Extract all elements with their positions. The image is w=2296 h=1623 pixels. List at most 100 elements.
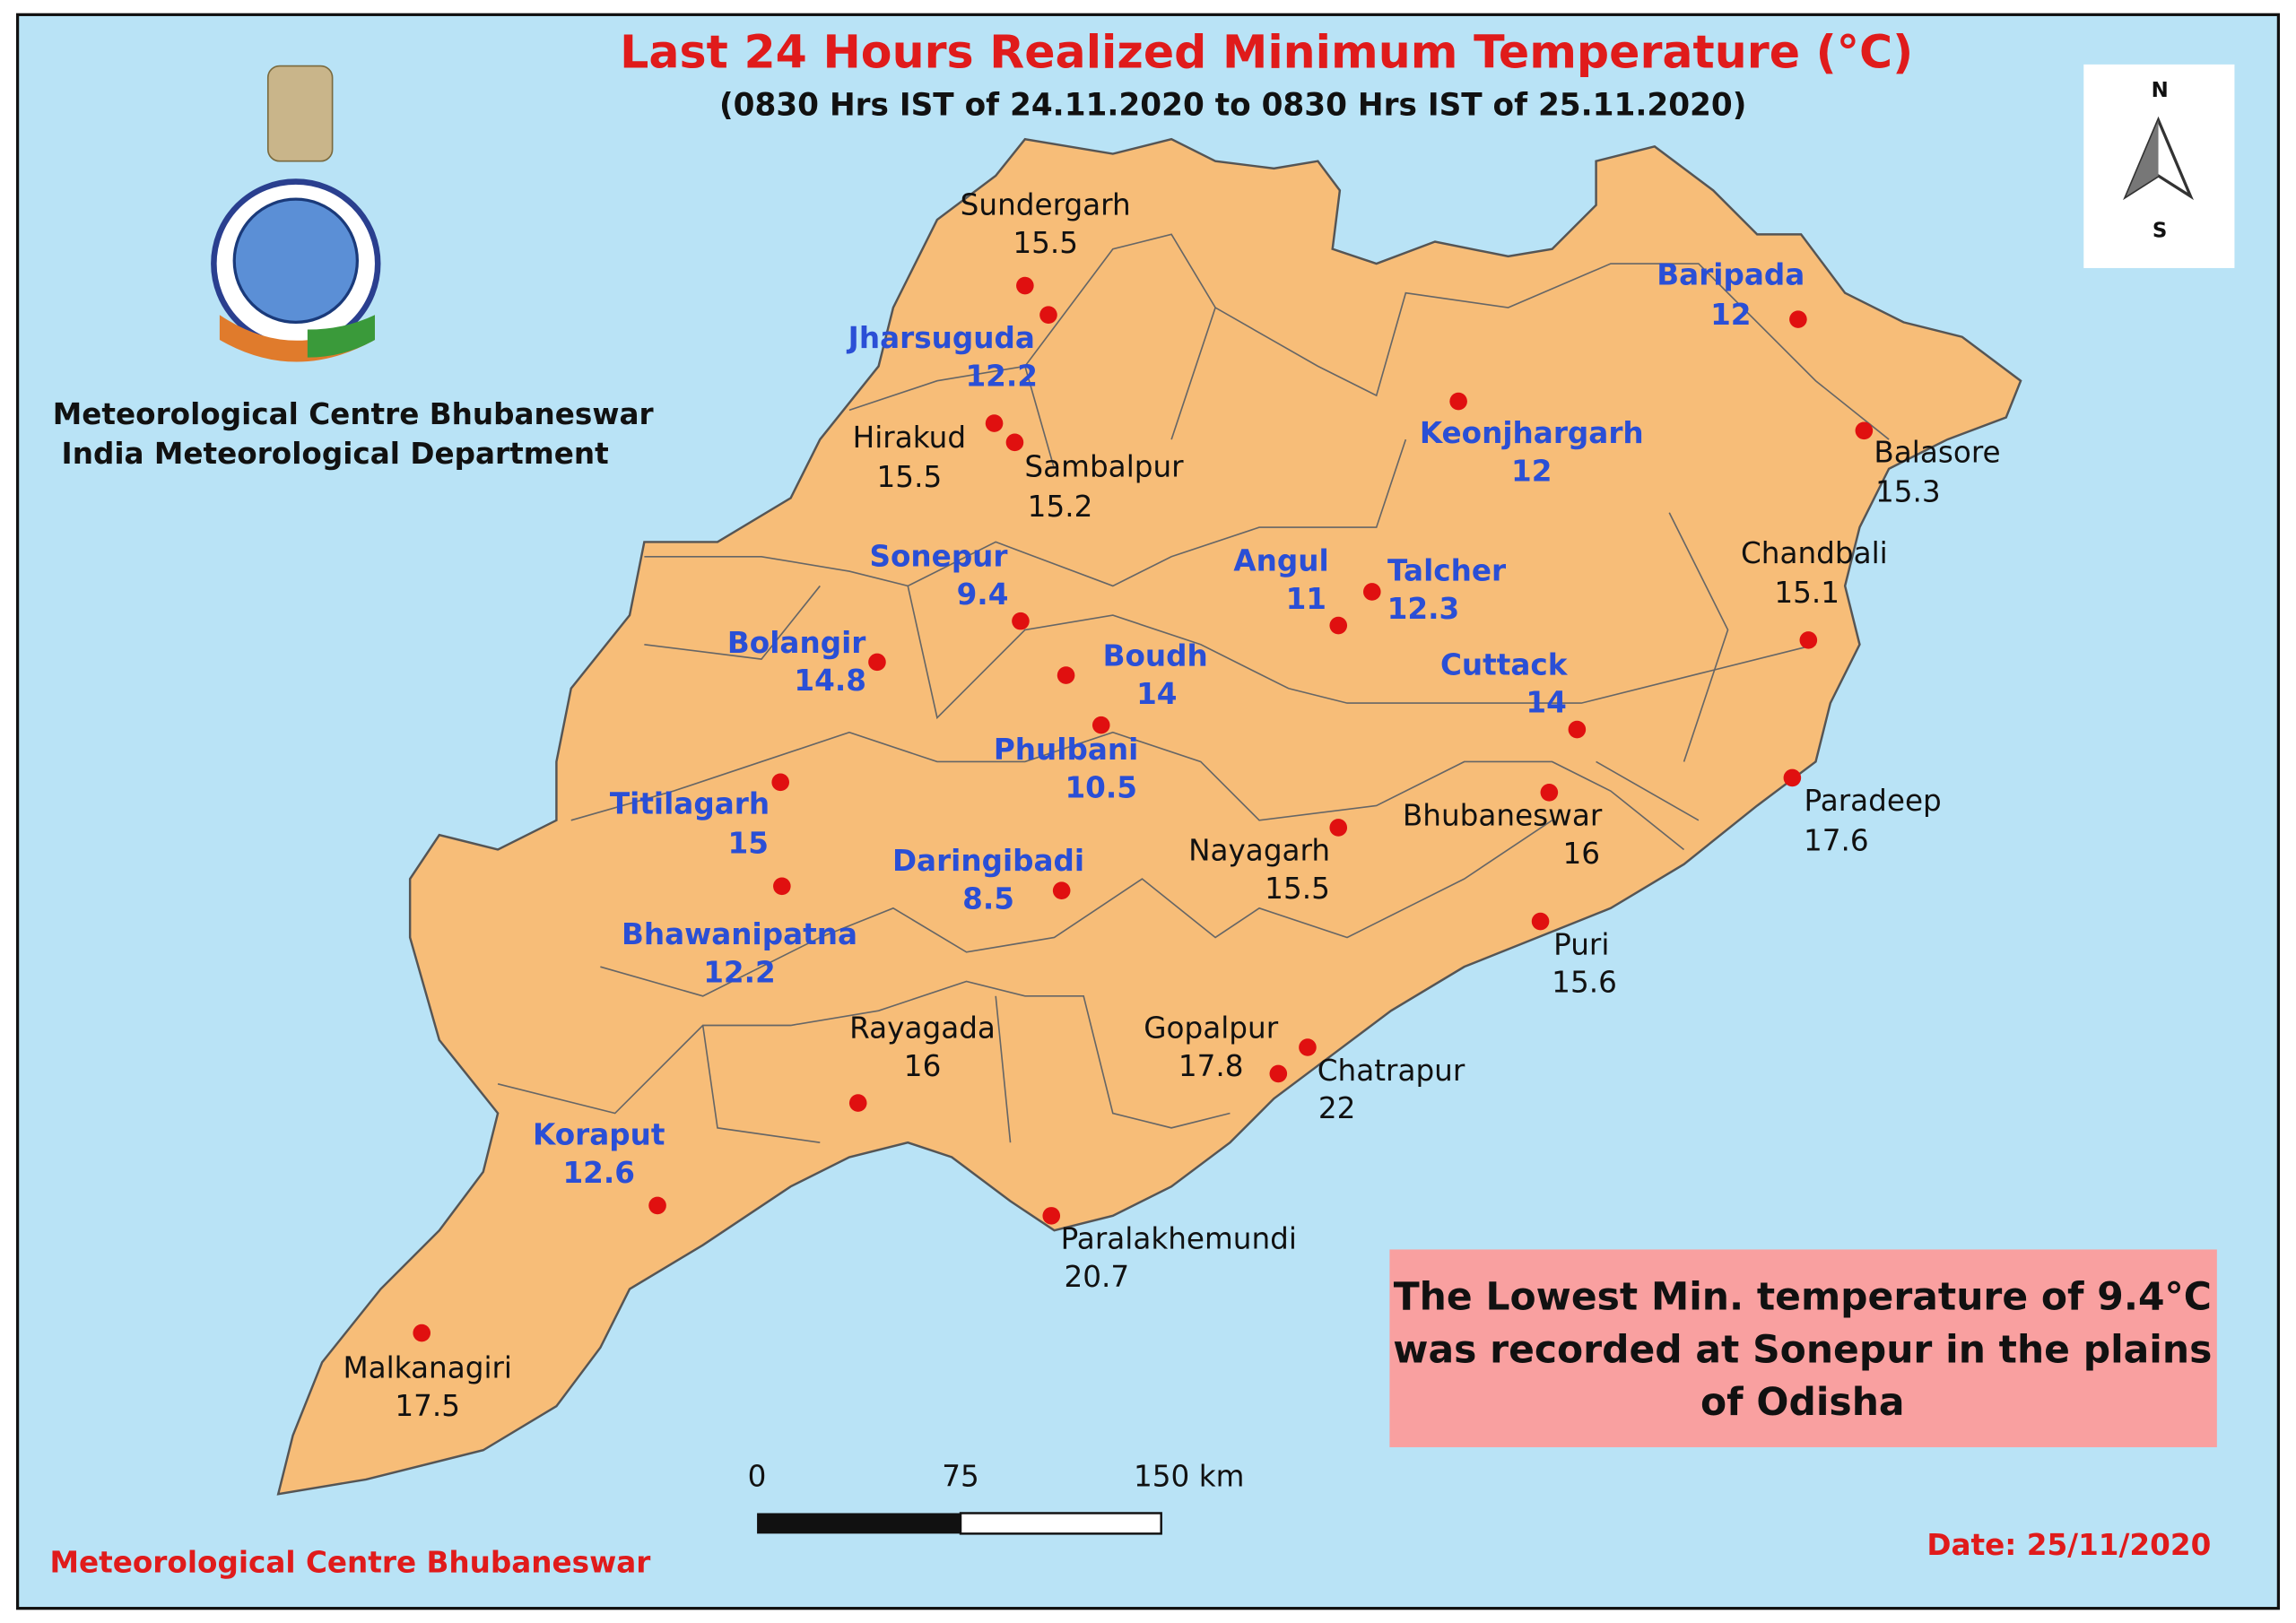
station-name: Rayagada (849, 1011, 996, 1045)
boundary (497, 980, 1231, 1129)
station-name: Bhawanipatna (622, 917, 857, 951)
note: The Lowest Min. temperature of 9.4°C was … (1393, 1275, 2212, 1425)
station-value: 12.6 (562, 1156, 635, 1190)
boundary (701, 307, 1729, 1143)
station-value: 8.5 (962, 882, 1014, 916)
station-dot (1540, 783, 1559, 802)
station-dot (1012, 612, 1030, 630)
station-dot (848, 1094, 867, 1112)
boundary (644, 438, 1407, 587)
scale-segment (959, 1512, 1162, 1535)
org-line: India Meteorological Department (62, 437, 609, 471)
station-dot (771, 773, 789, 792)
station-name: Baripada (1657, 258, 1805, 292)
station-value: 14 (1136, 677, 1177, 711)
station-name: Chatrapur (1318, 1054, 1465, 1088)
station-value: 11 (1286, 582, 1326, 616)
station-name: Keonjhargarh (1420, 416, 1644, 450)
station-name: Titilagarh (610, 786, 770, 820)
footer-date: Date: 25/11/2020 (1926, 1528, 2211, 1562)
boundary (600, 820, 1553, 997)
station-name: Puri (1553, 927, 1609, 961)
station-name: Nayagarh (1188, 834, 1330, 868)
emblem (266, 65, 334, 162)
scale-label: 75 (942, 1459, 979, 1493)
station-name: Daringibadi (892, 844, 1084, 878)
org-line: Meteorological Centre Bhubaneswar (53, 397, 655, 431)
station-value: 12 (1511, 455, 1552, 489)
footer-org: Meteorological Centre Bhubaneswar (50, 1546, 652, 1580)
station-name: Bolangir (727, 626, 866, 660)
station-dot (1269, 1064, 1288, 1083)
station-value: 10.5 (1065, 770, 1137, 804)
station-value: 9.4 (957, 577, 1009, 612)
station-dot (1091, 716, 1110, 734)
note-line: was recorded at Sonepur in the plains (1393, 1328, 2212, 1372)
station-dot (1363, 583, 1381, 601)
scale-label: 150 km (1134, 1459, 1244, 1493)
station-name: Balasore (1874, 435, 2000, 469)
station-value: 16 (1562, 837, 1600, 871)
logo (211, 65, 381, 362)
south-label: S (2152, 220, 2167, 243)
subtitle: (0830 Hrs IST of 24.11.2020 to 0830 Hrs … (719, 88, 1746, 124)
station-dot (1531, 912, 1550, 931)
station-name: Boudh (1103, 638, 1208, 673)
station-name: Gopalpur (1144, 1011, 1278, 1045)
station-value: 12.3 (1387, 592, 1460, 626)
station-dot (1057, 666, 1075, 684)
north-label: N (2152, 79, 2169, 102)
station-value: 15.3 (1875, 475, 1941, 509)
station-dot (1039, 306, 1057, 325)
station-name: Sambalpur (1024, 450, 1184, 484)
station-dot (1042, 1207, 1061, 1225)
station-value: 17.5 (395, 1389, 460, 1423)
station-value: 16 (904, 1049, 942, 1083)
station-dot (985, 414, 1004, 432)
station-name: Koraput (533, 1118, 665, 1152)
station-name: Jharsuguda (847, 321, 1035, 355)
logo-globe (232, 197, 359, 325)
station-dot (1052, 881, 1071, 900)
station-dot (1783, 768, 1802, 787)
station-dot (773, 877, 791, 896)
station-dot (868, 653, 886, 672)
station-value: 14 (1526, 686, 1566, 720)
boundary (570, 731, 1685, 851)
note-box (1389, 1249, 2217, 1447)
boundary (848, 233, 1890, 440)
station-name: Sundergarh (961, 187, 1131, 221)
station-dot (413, 1324, 430, 1342)
station-dot (1005, 433, 1024, 452)
station-dot (1329, 616, 1348, 635)
station-name: Paradeep (1805, 784, 1942, 818)
scale-segment (757, 1513, 961, 1534)
station-value: 15.5 (1265, 872, 1330, 906)
station-value: 12 (1710, 298, 1751, 332)
scale-bar: 0 75 150 km (748, 1459, 1244, 1535)
station-name: Angul (1233, 543, 1328, 577)
station-dot (1016, 276, 1034, 295)
boundary (644, 585, 1816, 720)
station-name: Hirakud (853, 421, 966, 455)
scale-label: 0 (748, 1459, 767, 1493)
station-value: 22 (1318, 1091, 1356, 1125)
state-outline (276, 137, 2022, 1496)
station-dot (1568, 720, 1587, 739)
station-value: 14.8 (794, 664, 866, 698)
station-name: Phulbani (994, 733, 1138, 767)
station-value: 15.1 (1774, 576, 1839, 610)
station-name: Chandbali (1741, 536, 1888, 570)
station-value: 15.5 (1013, 226, 1078, 260)
district-boundaries (497, 233, 1890, 1143)
station-name: Cuttack (1440, 647, 1569, 681)
station-name: Malkanagiri (343, 1350, 512, 1384)
station-value: 15.5 (877, 460, 943, 494)
station-value: 20.7 (1065, 1260, 1130, 1294)
north-arrow: N S (2083, 64, 2235, 268)
station-dot (1789, 310, 1807, 328)
station-value: 17.8 (1178, 1049, 1244, 1083)
stations: Sundergarh 15.5 Jharsuguda 12.2 Hirakud 15.5 S… (343, 187, 2000, 1423)
title: Last 24 Hours Realized Minimum Temperatu… (620, 26, 1913, 79)
